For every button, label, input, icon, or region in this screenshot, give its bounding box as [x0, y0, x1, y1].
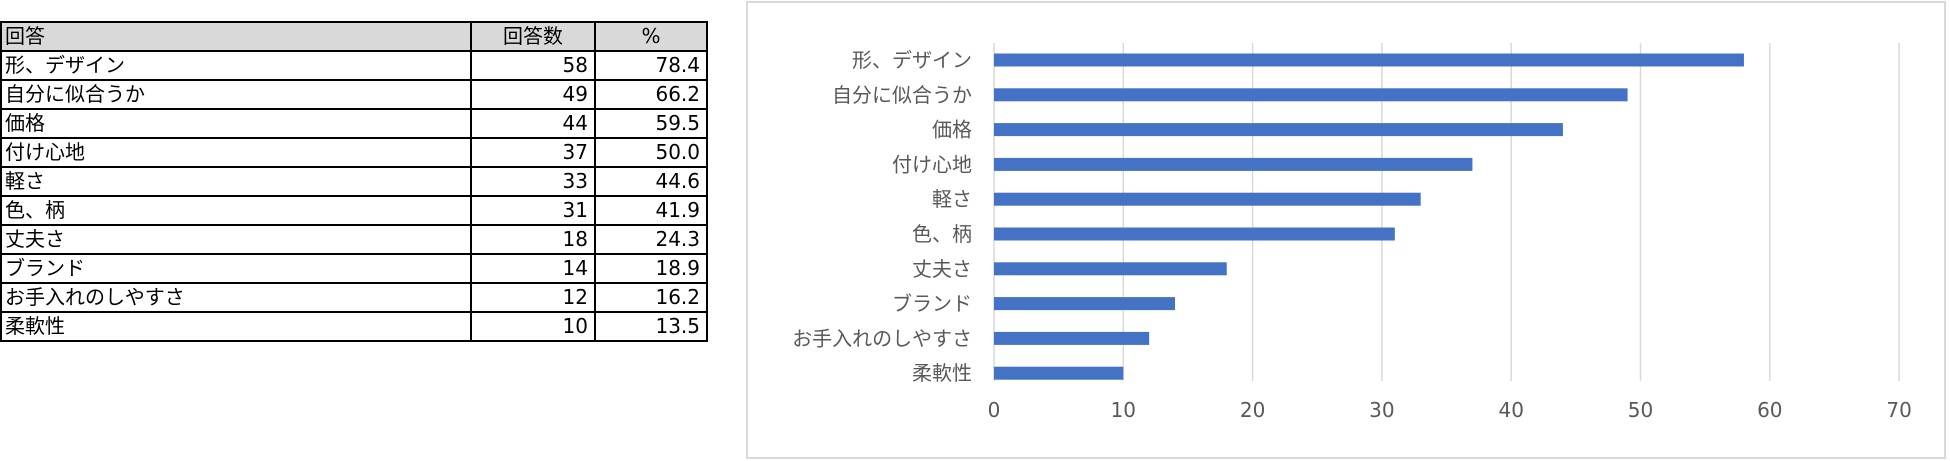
row-count: 18 — [470, 224, 596, 255]
bar-1 — [994, 53, 1744, 67]
category-label: お手入れのしやすさ — [792, 326, 972, 350]
x-tick-label-0: 0 — [988, 398, 1001, 422]
row-percent: 44.6 — [594, 166, 708, 197]
x-tick-label-60: 60 — [1757, 398, 1782, 422]
x-tick-label-40: 40 — [1498, 398, 1523, 422]
bar-chart: 形、デザイン自分に似合うか価格付け心地軽さ色、柄丈夫さブランドお手入れのしやすさ… — [792, 43, 1912, 422]
row-answer: 価格 — [0, 108, 472, 139]
category-labels: 形、デザイン自分に似合うか価格付け心地軽さ色、柄丈夫さブランドお手入れのしやすさ… — [792, 48, 972, 385]
row-percent: 16.2 — [594, 282, 708, 313]
row-percent: 41.9 — [594, 195, 708, 226]
row-percent: 24.3 — [594, 224, 708, 255]
header-answer: 回答 — [0, 21, 472, 52]
row-count: 31 — [470, 195, 596, 226]
bar-2 — [994, 88, 1628, 102]
row-count: 10 — [470, 311, 596, 342]
row-answer: 色、柄 — [0, 195, 472, 226]
row-count: 14 — [470, 253, 596, 284]
row-count: 49 — [470, 79, 596, 110]
row-answer: 柔軟性 — [0, 311, 472, 342]
category-label: 自分に似合うか — [832, 83, 972, 107]
x-tick-labels: 0 10 20 30 40 50 60 70 — [988, 398, 1912, 422]
table-row: ブランド 14 18.9 — [0, 253, 708, 284]
chart-area: 形、デザイン自分に似合うか価格付け心地軽さ色、柄丈夫さブランドお手入れのしやすさ… — [746, 1, 1946, 459]
row-count: 44 — [470, 108, 596, 139]
bar-4 — [994, 157, 1473, 171]
x-tick-label-50: 50 — [1628, 398, 1653, 422]
bar-9 — [994, 331, 1150, 345]
table-row: 自分に似合うか 49 66.2 — [0, 79, 708, 110]
bars — [994, 53, 1744, 380]
category-label: 柔軟性 — [912, 361, 972, 385]
data-table: 回答 回答数 % 形、デザイン 58 78.4 自分に似合うか 49 66.2 価格 44 59… — [0, 21, 708, 342]
category-label: 色、柄 — [912, 222, 972, 246]
bar-5 — [994, 192, 1421, 206]
table-row: 価格 44 59.5 — [0, 108, 708, 139]
table-row: 形、デザイン 58 78.4 — [0, 50, 708, 81]
row-count: 37 — [470, 137, 596, 168]
header-count: 回答数 — [470, 21, 596, 52]
category-label: 丈夫さ — [912, 257, 972, 281]
row-answer: ブランド — [0, 253, 472, 284]
bar-10 — [994, 366, 1124, 380]
row-count: 12 — [470, 282, 596, 313]
row-percent: 13.5 — [594, 311, 708, 342]
row-percent: 66.2 — [594, 79, 708, 110]
row-count: 58 — [470, 50, 596, 81]
x-tick-label-70: 70 — [1886, 398, 1911, 422]
category-label: ブランド — [892, 292, 972, 316]
row-count: 33 — [470, 166, 596, 197]
table-row: 丈夫さ 18 24.3 — [0, 224, 708, 255]
bar-3 — [994, 123, 1563, 137]
x-tick-label-10: 10 — [1111, 398, 1136, 422]
x-tick-label-20: 20 — [1240, 398, 1265, 422]
row-answer: 付け心地 — [0, 137, 472, 168]
table-row: 軽さ 33 44.6 — [0, 166, 708, 197]
category-label: 軽さ — [932, 187, 972, 211]
row-answer: 形、デザイン — [0, 50, 472, 81]
row-percent: 59.5 — [594, 108, 708, 139]
table-row: お手入れのしやすさ 12 16.2 — [0, 282, 708, 313]
table-row: 色、柄 31 41.9 — [0, 195, 708, 226]
header-percent: % — [594, 21, 708, 52]
row-answer: 自分に似合うか — [0, 79, 472, 110]
bar-8 — [994, 297, 1176, 311]
table-row: 柔軟性 10 13.5 — [0, 311, 708, 342]
row-answer: お手入れのしやすさ — [0, 282, 472, 313]
category-label: 付け心地 — [892, 152, 972, 176]
row-percent: 50.0 — [594, 137, 708, 168]
bar-7 — [994, 262, 1227, 276]
bar-6 — [994, 227, 1395, 241]
table-row: 付け心地 37 50.0 — [0, 137, 708, 168]
x-tick-label-30: 30 — [1369, 398, 1394, 422]
row-percent: 78.4 — [594, 50, 708, 81]
category-label: 価格 — [932, 118, 972, 142]
category-label: 形、デザイン — [852, 48, 972, 72]
table-header-row: 回答 回答数 % — [0, 21, 708, 52]
row-answer: 軽さ — [0, 166, 472, 197]
row-percent: 18.9 — [594, 253, 708, 284]
row-answer: 丈夫さ — [0, 224, 472, 255]
